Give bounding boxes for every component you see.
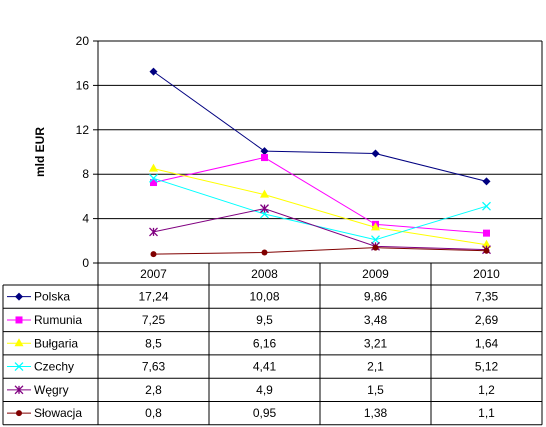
legend-entry: Rumunia — [34, 313, 82, 327]
y-tick-label-12: 12 — [76, 123, 90, 137]
legend-entry: Polska — [34, 290, 70, 304]
y-tick-label-0: 0 — [82, 256, 89, 270]
marker-diamond — [15, 292, 23, 301]
series-0 — [149, 67, 491, 186]
marker-dot — [261, 249, 268, 256]
y-tick-label-16: 16 — [76, 78, 90, 92]
marker-x — [371, 235, 380, 245]
data-label: 10,08 — [249, 290, 279, 304]
data-label: 1,1 — [478, 406, 495, 420]
y-tick-label-20: 20 — [76, 34, 90, 48]
legend-entry: Słowacja — [34, 406, 82, 420]
series-1 — [150, 154, 490, 237]
data-label: 17,24 — [138, 290, 168, 304]
table-row: Bułgaria 8,5 6,16 3,21 1,64 — [7, 336, 499, 350]
data-label: 8,5 — [145, 336, 162, 350]
marker-triangle — [14, 338, 24, 347]
data-label: 9,86 — [364, 290, 388, 304]
x-tick-label-2008: 2008 — [251, 267, 278, 281]
marker-square — [15, 316, 23, 324]
marker-diamond — [482, 177, 491, 186]
data-label: 2,8 — [145, 383, 162, 397]
marker-square — [150, 179, 157, 187]
table-row: Rumunia 7,25 9,5 3,48 2,69 — [7, 313, 499, 327]
y-axis-label: mld EUR — [33, 127, 47, 177]
x-tick-label-2009: 2009 — [362, 267, 389, 281]
data-label: 7,35 — [475, 290, 499, 304]
data-label: 1,38 — [364, 406, 388, 420]
series-2 — [149, 163, 491, 248]
marker-dot — [372, 244, 379, 251]
table-row: Węgry 2,8 4,9 1,5 1,2 — [7, 383, 495, 397]
data-label: 7,63 — [142, 360, 166, 374]
data-label: 2,1 — [367, 360, 384, 374]
data-label: 2,69 — [475, 313, 499, 327]
marker-dot — [16, 410, 22, 417]
marker-star — [149, 227, 158, 237]
marker-square — [261, 154, 268, 162]
data-label: 1,2 — [478, 383, 495, 397]
marker-triangle — [260, 189, 269, 198]
data-label: 7,25 — [142, 313, 166, 327]
legend-entry: Czechy — [34, 360, 74, 374]
x-tick-label-2010: 2010 — [473, 267, 500, 281]
gridlines — [93, 40, 543, 268]
data-label: 1,5 — [367, 383, 384, 397]
series-line — [153, 71, 487, 182]
marker-diamond — [260, 147, 269, 156]
series-5 — [150, 244, 490, 258]
y-axis-ticks: 0 4 8 12 16 20 — [76, 34, 90, 270]
series-line — [153, 208, 487, 251]
data-label: 9,5 — [256, 313, 273, 327]
y-tick-label-8: 8 — [82, 167, 89, 181]
marker-diamond — [371, 149, 380, 158]
data-label: 4,9 — [256, 383, 273, 397]
data-label: 1,64 — [475, 336, 499, 350]
data-label: 0,8 — [145, 406, 162, 420]
data-label: 6,16 — [253, 336, 277, 350]
marker-triangle — [482, 239, 491, 248]
series-line — [153, 168, 487, 246]
y-tick-label-4: 4 — [82, 212, 89, 226]
series-lines — [149, 67, 491, 258]
table-row: Polska 17,24 10,08 9,86 7,35 — [7, 290, 499, 304]
series-line — [153, 157, 487, 234]
data-table: 2007 2008 2009 2010 Polska 17,24 10,08 9,86 7,35… — [2, 263, 543, 426]
marker-x — [482, 201, 491, 211]
series-3 — [149, 173, 491, 245]
marker-dot — [150, 251, 157, 258]
data-label: 3,48 — [364, 313, 388, 327]
marker-diamond — [149, 67, 158, 76]
table-row: Czechy 7,63 4,41 2,1 5,12 — [7, 360, 499, 374]
data-label: 0,95 — [253, 406, 277, 420]
legend-entry: Bułgaria — [34, 336, 78, 350]
marker-dot — [483, 247, 490, 254]
marker-x — [149, 173, 158, 183]
marker-star — [14, 385, 24, 395]
table-row: Słowacja 0,8 0,95 1,38 1,1 — [7, 406, 495, 420]
series-line — [153, 247, 487, 255]
marker-triangle — [371, 222, 380, 231]
x-tick-label-2007: 2007 — [140, 267, 167, 281]
data-label: 3,21 — [364, 336, 388, 350]
data-label: 4,41 — [253, 360, 277, 374]
marker-x — [14, 362, 24, 372]
data-label: 5,12 — [475, 360, 499, 374]
marker-star — [260, 204, 269, 214]
series-line — [153, 177, 487, 241]
legend-entry: Węgry — [34, 383, 69, 397]
marker-square — [483, 229, 490, 237]
marker-triangle — [149, 163, 158, 172]
